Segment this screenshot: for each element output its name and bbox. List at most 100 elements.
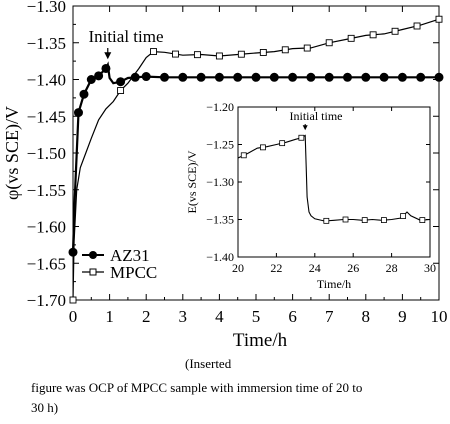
inset-data-point (361, 217, 368, 224)
y-tick-label: −1.35 (27, 34, 66, 53)
y-tick-label: −1.40 (27, 71, 66, 90)
data-point (361, 72, 371, 82)
y-tick-label: −1.45 (27, 107, 66, 126)
data-point (251, 72, 261, 82)
inset-x-tick-label: 30 (424, 261, 436, 275)
annotation-arrowhead (104, 52, 112, 60)
inset-x-axis-label: Time/h (317, 277, 351, 291)
inset-series (237, 134, 431, 224)
x-tick-label: 6 (288, 307, 297, 326)
inset-x-tick-label: 24 (309, 261, 321, 275)
inset-annotation-initial-time: Initial time (290, 109, 343, 123)
x-tick-label: 3 (179, 307, 188, 326)
data-point (79, 89, 89, 99)
x-tick-label: 9 (398, 307, 407, 326)
data-point (369, 31, 377, 39)
inset-data-point (419, 217, 426, 224)
data-point (379, 72, 389, 82)
inset-data-point (279, 140, 286, 147)
x-tick-label: 5 (252, 307, 261, 326)
inset-x-tick-label: 28 (386, 261, 398, 275)
inset-x-tick-label: 26 (347, 261, 359, 275)
inset-y-tick-label: −1.25 (206, 138, 234, 152)
legend-label: AZ31 (110, 246, 150, 265)
y-tick-label: −1.65 (27, 254, 66, 273)
x-tick-label: 8 (362, 307, 371, 326)
data-point (306, 72, 316, 82)
data-point (413, 22, 421, 30)
data-point (237, 50, 245, 58)
inset-data-point (342, 216, 349, 223)
inset-data-point (381, 217, 387, 224)
data-point (416, 72, 426, 82)
inset-y-tick-label: −1.30 (206, 175, 234, 189)
caption-line-1: (Inserted (185, 356, 232, 371)
y-axis-label: φ(vs SCE)/V (2, 106, 23, 200)
main-plot: 0 1 2 3 4 5 6 7 8 9 10 −1.30 −1.35 −1.40 −1.45 −1.50 −1.… (2, 0, 448, 351)
inset-x-tick-label: 22 (270, 261, 282, 275)
data-point (160, 72, 169, 82)
annotation-initial-time: Initial time (88, 27, 163, 46)
data-point (391, 27, 399, 35)
data-point (196, 72, 206, 82)
data-point (324, 72, 334, 82)
inset-x-tick-label: 20 (232, 261, 244, 275)
data-point (269, 72, 279, 82)
caption-line-2: figure was OCP of MPCC sample with immer… (31, 380, 363, 395)
inset-data-point (298, 134, 305, 141)
legend-marker (89, 268, 97, 276)
data-point (69, 296, 77, 304)
inset-data-point (323, 217, 330, 224)
data-point (214, 72, 224, 82)
data-point (233, 72, 243, 82)
y-tick-label: −1.30 (27, 0, 66, 16)
x-tick-label: 0 (69, 307, 78, 326)
data-point (68, 247, 78, 257)
series-MPCC (69, 15, 443, 304)
series-AZ31 (68, 61, 444, 257)
data-point (435, 15, 443, 23)
inset-y-tick-label: −1.40 (206, 250, 234, 264)
data-point (281, 46, 289, 54)
inset-y-tick-label: −1.20 (206, 100, 234, 114)
data-point (215, 52, 223, 60)
data-point (73, 108, 83, 118)
y-tick-label: −1.50 (27, 144, 66, 163)
inset-y-axis-label: E(vs SCE)/V (185, 150, 199, 213)
x-tick-label: 1 (105, 307, 114, 326)
data-point (150, 48, 157, 56)
x-axis-label: Time/h (233, 330, 288, 351)
data-point (117, 87, 125, 94)
data-point (325, 39, 333, 47)
data-point (397, 72, 407, 82)
data-point (303, 44, 311, 52)
x-tick-label: 4 (215, 307, 224, 326)
inset-y-tick-label: −1.35 (206, 213, 234, 227)
x-tick-label: 10 (431, 307, 448, 326)
data-point (259, 49, 267, 56)
data-point (86, 75, 96, 84)
data-point (172, 50, 179, 58)
legend-marker (89, 251, 97, 259)
x-tick-label: 2 (142, 307, 151, 326)
inset-plot-frame (237, 106, 431, 258)
data-point (347, 34, 355, 42)
data-point (141, 72, 151, 82)
inset-data-point (260, 144, 266, 151)
data-point (116, 77, 126, 87)
y-tick-label: −1.55 (27, 181, 66, 200)
y-tick-label: −1.70 (27, 291, 66, 310)
data-point (178, 72, 188, 82)
inset-data-point (400, 213, 407, 219)
data-point (434, 72, 444, 82)
inset-data-point (240, 152, 247, 159)
data-point (94, 71, 104, 81)
data-point (193, 51, 201, 59)
y-tick-label: −1.60 (27, 218, 66, 237)
data-point (343, 72, 352, 82)
legend-label: MPCC (110, 263, 157, 282)
x-tick-label: 7 (325, 307, 334, 326)
inset-plot: 20 22 24 26 28 30 −1.20 −1.25 −1.30 −1.35 −1.40 Tim… (185, 100, 436, 291)
